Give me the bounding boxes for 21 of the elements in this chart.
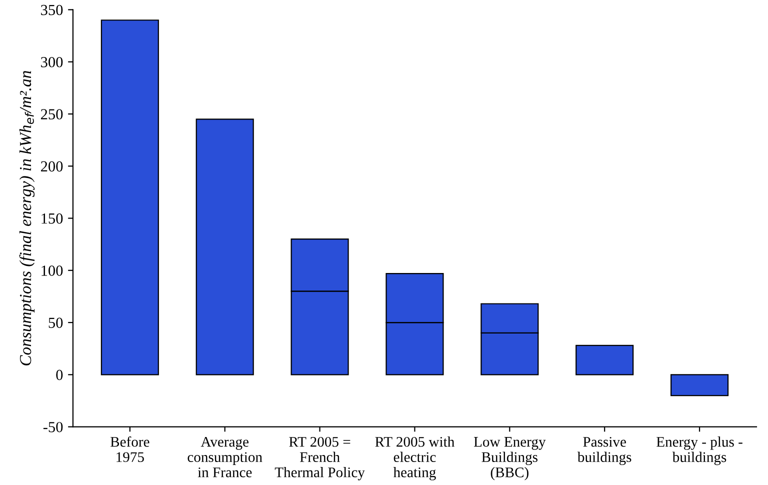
x-tick-label: Energy - plus - buildings — [656, 436, 742, 466]
x-tick-label: Average consumption in France — [188, 436, 262, 478]
y-tick-label: 300 — [41, 56, 63, 68]
bar — [670, 374, 729, 396]
x-tick-label: RT 2005 with electric heating — [375, 436, 454, 480]
x-tick-label: Low Energy Buildings (BBC) — [474, 437, 546, 480]
y-tick-label: 350 — [41, 4, 63, 16]
bar — [576, 344, 634, 376]
x-tick-label: Passive buildings — [577, 436, 632, 466]
y-tick-label: -50 — [43, 422, 63, 432]
y-tick-label: 250 — [40, 109, 63, 120]
y-tick-label: 200 — [40, 161, 63, 172]
y-axis-title: Consumptions (final energy) in kWh$_{ef}$/m².an — [19, 70, 35, 366]
x-tick-label: RT 2005 = French Thermal Policy — [274, 436, 365, 480]
y-tick-label: 50 — [48, 318, 63, 328]
y-tick-label: 150 — [42, 213, 63, 224]
x-tick-label: Before 1975 — [110, 436, 150, 462]
y-tick-label: 100 — [42, 266, 63, 276]
y-tick-label: 0 — [56, 370, 63, 380]
bar — [196, 118, 254, 376]
bar — [100, 20, 159, 376]
